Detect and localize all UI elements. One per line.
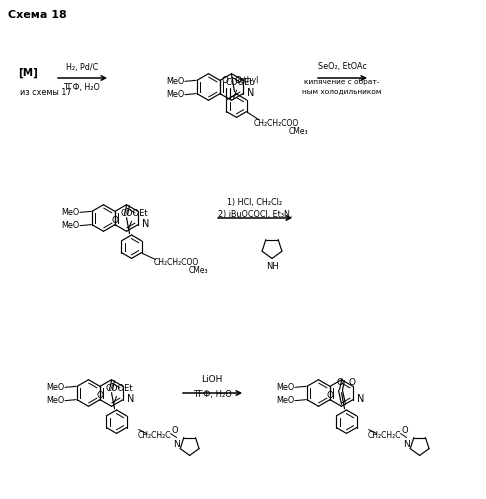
- Text: O: O: [234, 76, 241, 85]
- Text: N: N: [174, 440, 180, 449]
- Text: Схема 18: Схема 18: [8, 10, 67, 20]
- Text: CH₂CH₂COO: CH₂CH₂COO: [154, 258, 199, 267]
- Text: MeO: MeO: [62, 221, 80, 230]
- Text: CMe₃: CMe₃: [189, 266, 208, 275]
- Text: CH₂CH₂C: CH₂CH₂C: [368, 431, 401, 440]
- Text: MeO: MeO: [277, 396, 295, 405]
- Text: O: O: [401, 426, 408, 435]
- Text: MeO: MeO: [47, 383, 65, 392]
- Text: H₂, Pd/C: H₂, Pd/C: [66, 62, 98, 71]
- Text: O: O: [336, 378, 343, 387]
- Text: N: N: [357, 394, 364, 404]
- Text: MeO: MeO: [62, 208, 80, 217]
- Text: COOEt: COOEt: [121, 209, 148, 218]
- Text: CH₂CH₂C: CH₂CH₂C: [138, 431, 172, 440]
- Text: MeO: MeO: [167, 77, 185, 86]
- Text: 1) HCl, CH₂Cl₂: 1) HCl, CH₂Cl₂: [227, 199, 282, 208]
- Text: N: N: [127, 394, 135, 404]
- Text: CMe₃: CMe₃: [289, 127, 309, 136]
- Text: O: O: [326, 391, 333, 400]
- Text: ным холодильником: ным холодильником: [302, 88, 382, 94]
- Text: CH₂CH₂COO: CH₂CH₂COO: [254, 119, 299, 128]
- Text: N: N: [403, 440, 410, 449]
- Text: O: O: [172, 426, 178, 435]
- Text: ТГФ, H₂O: ТГФ, H₂O: [64, 82, 101, 91]
- Text: O: O: [348, 378, 355, 387]
- Text: O: O: [111, 216, 118, 225]
- Text: O: O: [96, 391, 103, 400]
- Text: NH: NH: [266, 262, 278, 271]
- Text: O: O: [221, 76, 228, 85]
- Text: MeO: MeO: [277, 383, 295, 392]
- Text: кипячение с обрат-: кипячение с обрат-: [304, 78, 380, 85]
- Text: COOEt: COOEt: [226, 78, 253, 87]
- Text: SeO₂, EtOAc: SeO₂, EtOAc: [317, 61, 366, 70]
- Text: 2) iBuOCOCl, Et₃N,: 2) iBuOCOCl, Et₃N,: [218, 211, 292, 220]
- Text: LiOH: LiOH: [201, 376, 223, 385]
- Text: MeO: MeO: [167, 90, 185, 99]
- Text: N: N: [247, 88, 254, 98]
- Text: MeO: MeO: [47, 396, 65, 405]
- Text: [M]: [M]: [18, 68, 38, 78]
- Text: из схемы 17: из схемы 17: [20, 87, 71, 96]
- Text: ethyl: ethyl: [240, 76, 259, 85]
- Text: ТГФ, H₂O: ТГФ, H₂O: [192, 390, 231, 399]
- Text: COOEt: COOEt: [106, 384, 133, 393]
- Text: N: N: [142, 219, 149, 229]
